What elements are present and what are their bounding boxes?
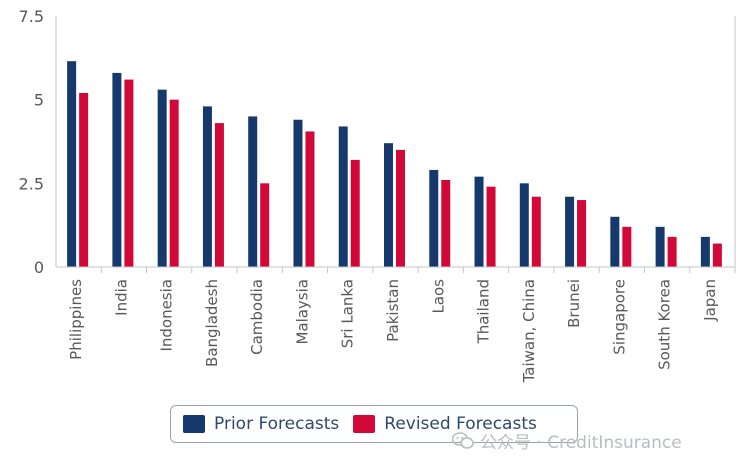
bar-revised[interactable] [486, 186, 496, 267]
bar-prior[interactable] [474, 176, 484, 267]
x-tick-label: Cambodia [248, 279, 266, 355]
bar-revised[interactable] [577, 200, 587, 267]
bar-revised[interactable] [260, 183, 270, 267]
bar-revised[interactable] [396, 149, 405, 267]
bar-revised[interactable] [124, 79, 134, 267]
bar-revised[interactable] [350, 159, 360, 267]
x-tick-label: Philippines [67, 279, 85, 360]
legend-item-revised[interactable]: Revised Forecasts [353, 414, 537, 434]
wechat-icon [452, 431, 474, 449]
bar-prior[interactable] [293, 119, 303, 267]
bar-prior[interactable] [565, 196, 575, 267]
y-axis-ticks: 0 2.5 5 7.5 [19, 7, 44, 277]
watermark: 公众号 · CreditInsurance [452, 428, 682, 453]
bar-prior[interactable] [202, 106, 212, 267]
y-tick-label: 2.5 [19, 174, 44, 193]
x-tick-label: India [112, 279, 130, 316]
watermark-text: 公众号 · CreditInsurance [480, 433, 682, 453]
x-tick-label: Taiwan, China [520, 279, 538, 383]
bar-prior[interactable] [610, 216, 620, 267]
x-tick-label: Bangladesh [203, 279, 221, 367]
bar-revised[interactable] [79, 92, 89, 268]
bar-revised[interactable] [667, 236, 677, 267]
x-tick-label: Brunei [565, 279, 583, 328]
x-axis-labels: Philippines India Indonesia Bangladesh Cambo… [67, 267, 736, 383]
bar-prior[interactable] [248, 116, 258, 268]
legend-item-prior[interactable]: Prior Forecasts [183, 414, 339, 434]
legend-label-prior: Prior Forecasts [214, 414, 340, 434]
x-tick-label: Thailand [475, 279, 493, 344]
bar-prior[interactable] [112, 72, 122, 267]
bar-revised[interactable] [531, 196, 541, 267]
x-tick-label: Sri Lanka [339, 279, 357, 348]
bar-prior[interactable] [700, 236, 710, 267]
chart-bars [67, 61, 722, 268]
legend-label-revised: Revised Forecasts [384, 414, 537, 434]
bar-revised[interactable] [214, 123, 224, 268]
x-tick-label: Pakistan [384, 279, 402, 342]
bar-revised[interactable] [169, 99, 179, 268]
bar-prior[interactable] [429, 169, 439, 267]
bar-prior[interactable] [338, 126, 348, 267]
bar-revised[interactable] [441, 179, 451, 267]
bar-prior[interactable] [519, 183, 529, 267]
y-tick-label: 5 [34, 91, 44, 110]
bar-revised[interactable] [305, 131, 315, 267]
bar-revised[interactable] [712, 243, 722, 267]
x-tick-label: South Korea [656, 279, 674, 370]
bar-prior[interactable] [655, 226, 665, 267]
bar-revised[interactable] [622, 226, 632, 267]
bar-prior[interactable] [384, 143, 393, 267]
x-tick-label: Indonesia [158, 279, 176, 352]
x-tick-label: Japan [701, 279, 719, 322]
y-tick-label: 0 [34, 258, 44, 277]
bar-prior[interactable] [157, 89, 167, 267]
legend-swatch-revised [353, 415, 376, 433]
legend: Prior Forecasts Revised Forecasts [170, 405, 578, 443]
legend-swatch-prior [183, 415, 205, 433]
x-tick-label: Laos [429, 279, 447, 314]
x-tick-label: Singapore [610, 279, 628, 355]
y-tick-label: 7.5 [19, 7, 44, 26]
x-tick-label: Malaysia [293, 279, 311, 345]
bar-prior[interactable] [67, 61, 77, 268]
